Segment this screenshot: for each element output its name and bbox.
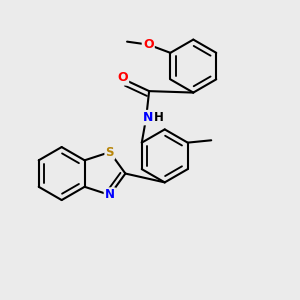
Text: H: H (154, 110, 164, 124)
Text: O: O (143, 38, 154, 51)
Text: N: N (142, 111, 153, 124)
Text: N: N (105, 188, 115, 202)
Text: S: S (106, 146, 114, 159)
Text: O: O (117, 71, 128, 84)
